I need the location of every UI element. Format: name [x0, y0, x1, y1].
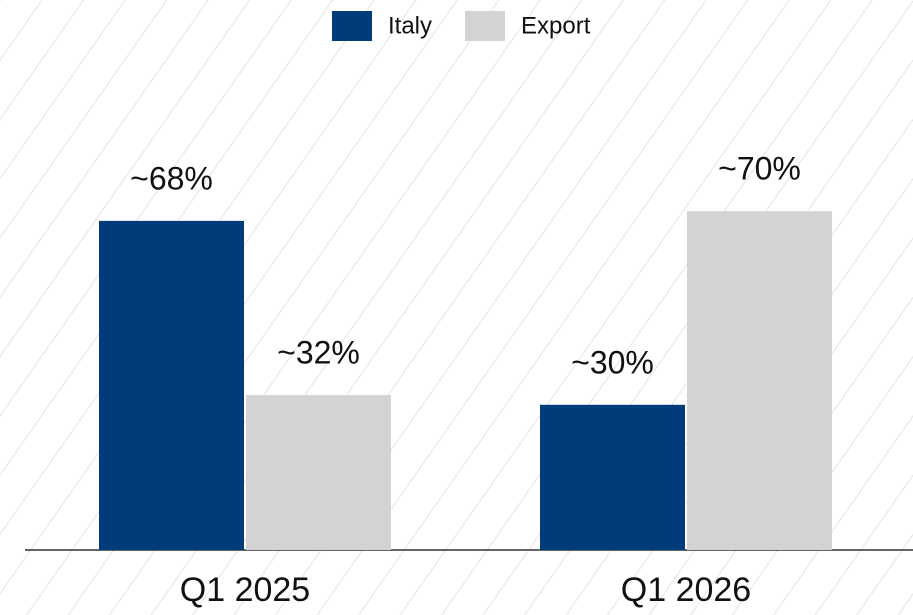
x-tick-label: Q1 2025	[180, 571, 310, 609]
legend-swatch	[465, 11, 505, 41]
bar	[540, 404, 685, 550]
value-label: ~70%	[718, 151, 801, 187]
x-tick-label: Q1 2026	[621, 571, 751, 609]
bar	[99, 220, 244, 550]
legend-label: Italy	[388, 12, 432, 39]
value-label: ~32%	[277, 335, 360, 371]
bar	[246, 395, 391, 550]
value-label: ~68%	[130, 160, 213, 196]
legend-label: Export	[521, 12, 591, 39]
legend-swatch	[332, 11, 372, 41]
value-label: ~30%	[571, 344, 654, 380]
bar	[687, 211, 832, 550]
